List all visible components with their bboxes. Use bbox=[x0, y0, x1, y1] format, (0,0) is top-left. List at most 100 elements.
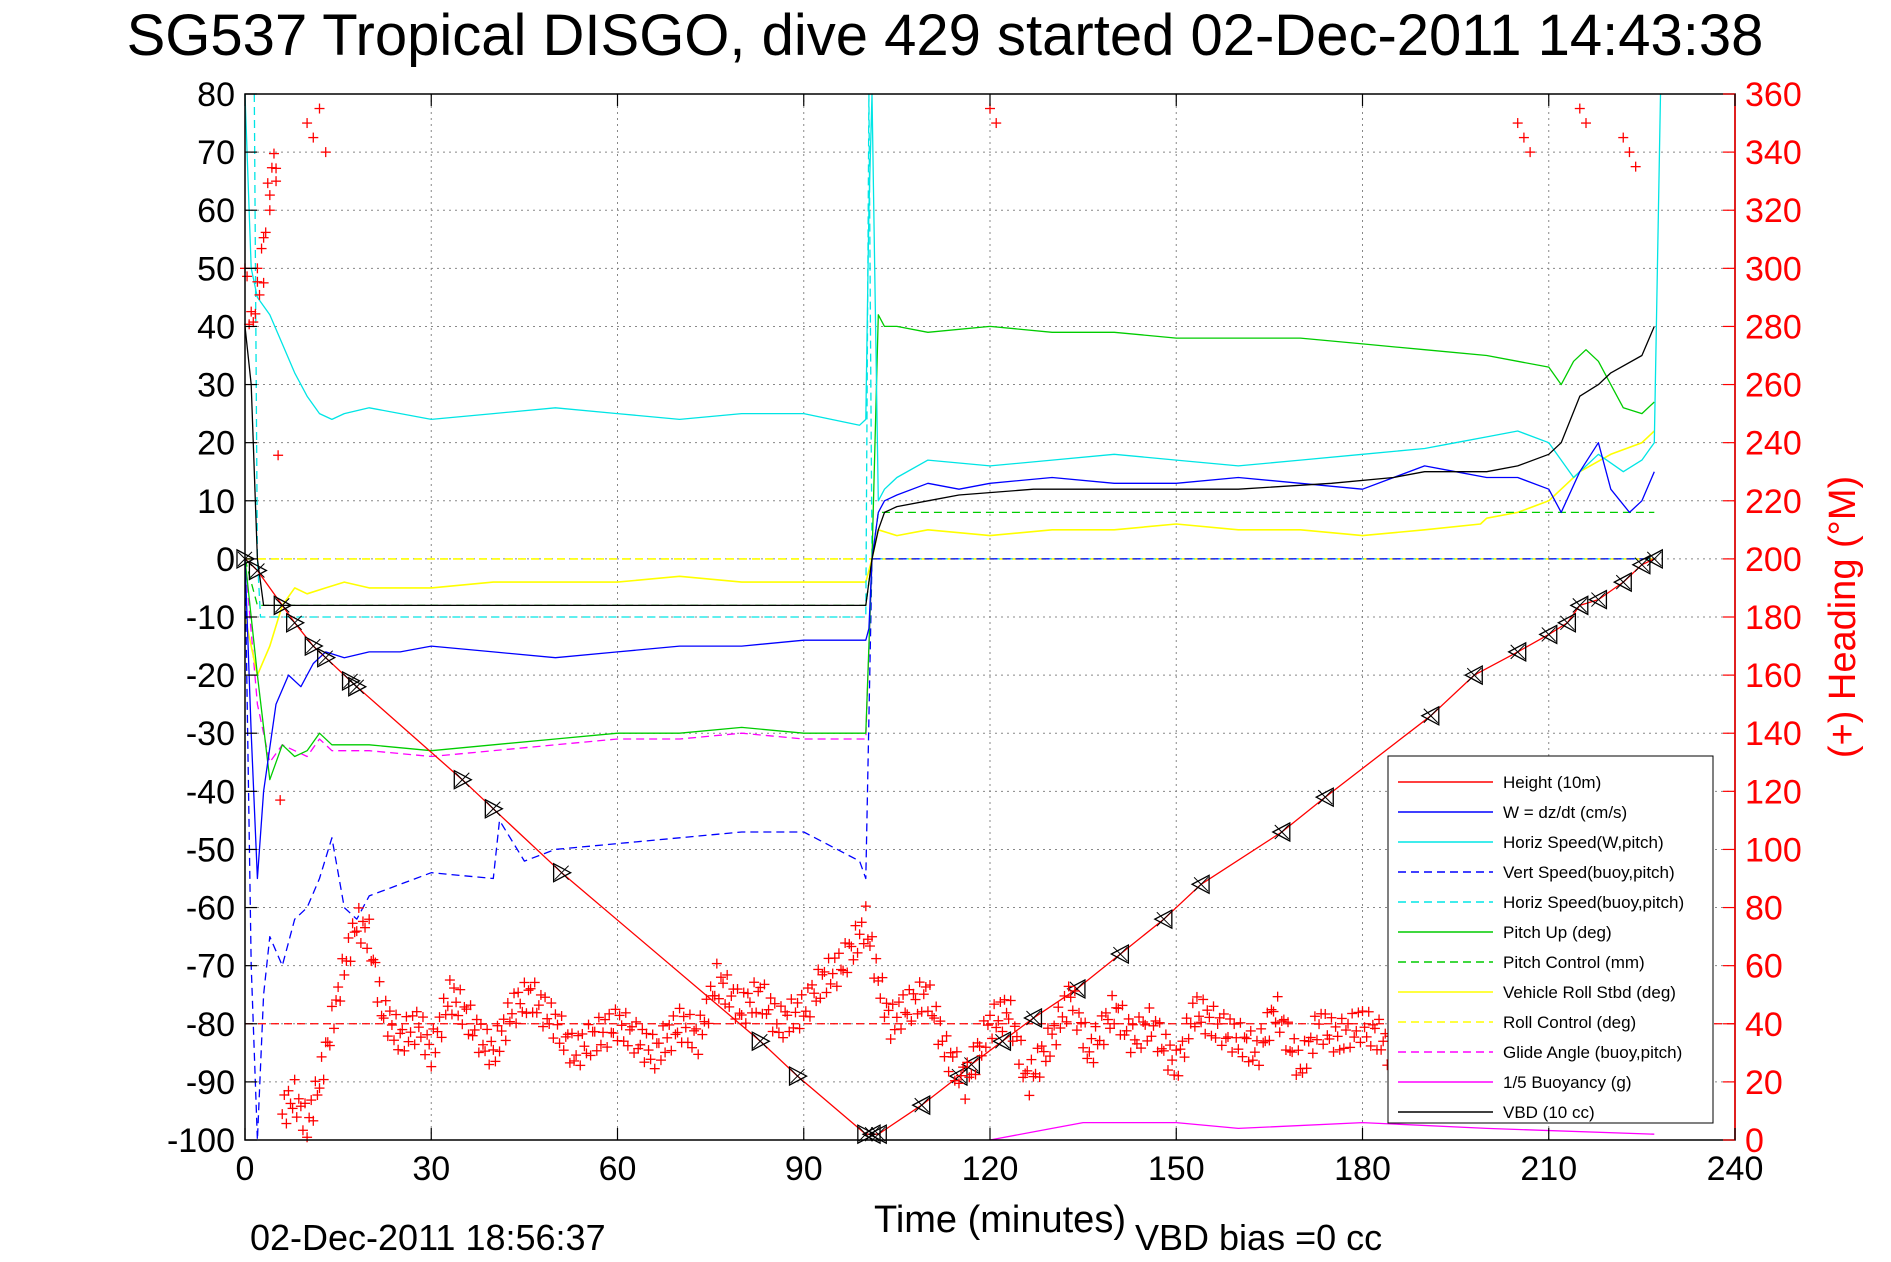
heading-point bbox=[960, 1094, 971, 1105]
heading-point bbox=[1260, 1036, 1271, 1047]
heading-point bbox=[1297, 1067, 1308, 1078]
heading-point bbox=[506, 1008, 517, 1019]
heading-point bbox=[1049, 1020, 1060, 1031]
heading-point bbox=[473, 1047, 484, 1058]
heading-point bbox=[980, 1042, 991, 1053]
heading-point bbox=[813, 964, 824, 975]
heading-point bbox=[724, 1001, 735, 1012]
height-marker-triangle bbox=[1643, 548, 1663, 569]
heading-point bbox=[502, 997, 513, 1008]
y-tick-label: -10 bbox=[186, 599, 235, 637]
heading-point bbox=[864, 941, 875, 952]
heading-point bbox=[1318, 1039, 1329, 1050]
heading-point bbox=[1088, 1057, 1099, 1068]
heading-point bbox=[1134, 1012, 1144, 1023]
heading-point bbox=[904, 984, 915, 995]
heading-point bbox=[1268, 1006, 1279, 1017]
heading-point bbox=[836, 964, 846, 975]
heading-point bbox=[982, 1020, 993, 1031]
height-marker bbox=[286, 612, 306, 633]
heading-point bbox=[989, 999, 1000, 1010]
heading-point bbox=[958, 1062, 969, 1073]
heading-point bbox=[1045, 1051, 1056, 1062]
heading-point bbox=[705, 981, 716, 992]
heading-point bbox=[1518, 132, 1529, 143]
heading-point bbox=[1175, 1044, 1186, 1055]
heading-point bbox=[1208, 1001, 1219, 1012]
height-marker bbox=[1109, 943, 1130, 965]
heading-point bbox=[898, 989, 909, 1000]
heading-point bbox=[1355, 1037, 1366, 1048]
heading-point bbox=[995, 997, 1006, 1008]
heading-point bbox=[833, 948, 844, 959]
heading-point bbox=[1299, 1035, 1310, 1046]
heading-point bbox=[569, 1055, 580, 1066]
x-tick-label: 90 bbox=[785, 1150, 823, 1188]
heading-point bbox=[1204, 1012, 1215, 1023]
heading-point bbox=[308, 132, 319, 143]
height-marker bbox=[911, 1095, 931, 1116]
chart-title: SG537 Tropical DISGO, dive 429 started 0… bbox=[127, 3, 1764, 68]
y-right-tick-label: 120 bbox=[1745, 773, 1802, 811]
heading-point bbox=[722, 969, 733, 980]
heading-point bbox=[500, 1035, 511, 1046]
heading-point bbox=[732, 984, 743, 995]
heading-point bbox=[1624, 147, 1635, 158]
heading-point bbox=[871, 953, 882, 964]
heading-point bbox=[1365, 1040, 1376, 1051]
heading-point bbox=[695, 1010, 706, 1021]
heading-point bbox=[335, 996, 346, 1007]
heading-point bbox=[738, 987, 749, 998]
height-marker-cross bbox=[349, 679, 365, 695]
heading-point bbox=[459, 1001, 470, 1012]
heading-point bbox=[268, 148, 279, 159]
heading-point bbox=[413, 1022, 424, 1033]
heading-point bbox=[1254, 1060, 1265, 1071]
heading-point bbox=[976, 1050, 987, 1061]
height-marker-cross bbox=[1572, 598, 1588, 613]
heading-point bbox=[1293, 1045, 1304, 1056]
heading-point bbox=[258, 277, 269, 288]
heading-point bbox=[1328, 1046, 1339, 1057]
heading-point bbox=[914, 977, 925, 988]
heading-point bbox=[842, 967, 853, 978]
heading-point bbox=[792, 997, 803, 1008]
heading-point bbox=[962, 1057, 973, 1068]
y-right-tick-label: 360 bbox=[1745, 76, 1802, 114]
heading-point bbox=[415, 1032, 426, 1043]
heading-point bbox=[684, 1009, 695, 1020]
heading-point bbox=[761, 1009, 772, 1020]
heading-point bbox=[1181, 1013, 1192, 1024]
heading-point bbox=[846, 941, 857, 952]
heading-point bbox=[347, 918, 358, 929]
height-marker-triangle bbox=[1420, 705, 1440, 726]
heading-point bbox=[1146, 1031, 1157, 1042]
legend-label: Horiz Speed(buoy,pitch) bbox=[1503, 893, 1684, 912]
heading-point bbox=[258, 232, 269, 243]
heading-point bbox=[370, 957, 381, 968]
heading-point bbox=[1187, 998, 1198, 1009]
y-tick-label: -50 bbox=[186, 831, 235, 869]
heading-point bbox=[687, 1042, 697, 1053]
heading-point bbox=[1351, 1025, 1362, 1036]
heading-point bbox=[1016, 1035, 1027, 1046]
heading-point bbox=[320, 147, 331, 158]
heading-point bbox=[987, 1033, 998, 1044]
heading-point bbox=[504, 1016, 515, 1027]
heading-point bbox=[1148, 1020, 1159, 1031]
height-marker bbox=[1507, 641, 1527, 662]
heading-point bbox=[279, 1089, 290, 1100]
height-marker-triangle bbox=[1463, 665, 1483, 686]
height-marker bbox=[1538, 624, 1558, 645]
height-marker-triangle bbox=[1507, 641, 1527, 662]
heading-point bbox=[730, 1014, 741, 1025]
height-marker bbox=[1612, 572, 1632, 593]
heading-point bbox=[482, 1024, 493, 1035]
heading-point bbox=[1005, 995, 1016, 1006]
heading-point bbox=[670, 1029, 681, 1040]
y-right-tick-label: 60 bbox=[1745, 948, 1783, 986]
heading-point bbox=[275, 795, 286, 806]
heading-point bbox=[540, 992, 551, 1003]
series-line-horiz-speed-buoy-pitch bbox=[253, 93, 1655, 618]
heading-point bbox=[896, 1024, 907, 1035]
